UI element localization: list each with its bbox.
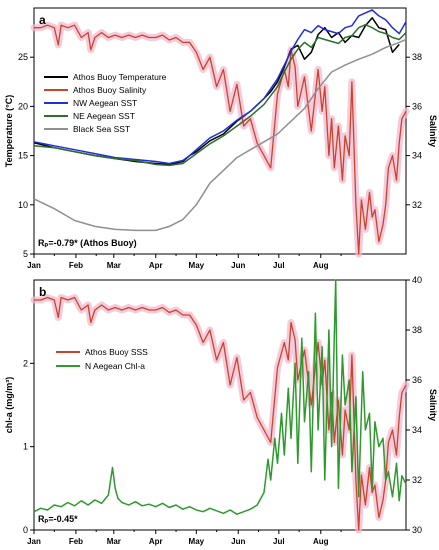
panel-b-month-label-jan: Jan [27, 537, 41, 546]
panel-a-month-label-apr: Apr [149, 261, 163, 270]
panel-b-legend: Athos Buoy SSS N Aegean Chl-a [56, 347, 148, 371]
panel-b-right-tick-label-36: 36 [412, 375, 422, 385]
panel-a-month-label-jun: Jun [231, 261, 245, 270]
panel-b-correlation-annotation: Rₚ=-0.45* [38, 514, 78, 524]
panel-b-month-label-apr: Apr [149, 537, 163, 546]
panel-a-right-tick-label-32: 32 [412, 200, 422, 210]
legend-label-chla: N Aegean Chl-a [85, 361, 145, 371]
panel-a-tick-group: 5 10 15 20 25 32 34 36 38 Jan Feb Mar Apr May Jun Jul Au… [18, 52, 422, 270]
panel-a-legend: Athos Buoy Temperature Athos Buoy Salini… [44, 72, 167, 134]
panel-a-month-label-feb: Feb [69, 261, 83, 270]
panel-a-left-tick-label-10: 10 [18, 200, 28, 210]
panel-a-plot-area [33, 7, 407, 255]
panel-a-right-tick-label-38: 38 [412, 52, 422, 62]
panel-a-left-tick-label-25: 25 [18, 52, 28, 62]
panel-a-right-tick-label-34: 34 [412, 151, 422, 161]
panel-b-left-tick-label-1: 1 [23, 442, 28, 452]
panel-b-left-tick-label-0: 0 [23, 525, 28, 535]
panel-a-left-tick-label-20: 20 [18, 101, 28, 111]
panel-a-left-axis-title: Temperature (°C) [4, 95, 14, 167]
panel-b-right-tick-label-38: 38 [412, 325, 422, 335]
panel-a-right-tick-label-36: 36 [412, 101, 422, 111]
legend-label-athos-temp: Athos Buoy Temperature [73, 72, 167, 82]
panel-b-month-label-jul: Jul [273, 537, 285, 546]
panel-a-series-line-athos-buoy-salinity [34, 24, 407, 255]
legend-label-black-sea: Black Sea SST [73, 124, 130, 134]
legend-label-athos-sss: Athos Buoy SSS [85, 347, 148, 357]
panel-b-right-tick-label-32: 32 [412, 475, 422, 485]
panel-b-series-line-n-aegean-chl-a [33, 279, 407, 515]
panel-b-letter: b [39, 285, 46, 299]
panel-a-series-line-ne-aegean-sst [33, 23, 407, 167]
panel-a-left-tick-label-5: 5 [23, 249, 28, 259]
panel-a-series-group [30, 9, 410, 258]
panel-b-month-label-may: May [189, 537, 205, 546]
panel-b-series-group [30, 279, 410, 534]
legend-label-nw-aegean: NW Aegean SST [73, 98, 137, 108]
panel-b-month-label-aug: Aug [313, 537, 329, 546]
legend-label-athos-salinity: Athos Buoy Salinity [73, 85, 147, 95]
panel-a-month-label-mar: Mar [107, 261, 121, 270]
panel-a: 5 10 15 20 25 32 34 36 38 Jan Feb Mar Apr May Jun Jul Au… [4, 7, 438, 270]
panel-b-series-line-athos-buoy-sss [34, 296, 407, 531]
panel-a-left-tick-label-15: 15 [18, 151, 28, 161]
panel-b-plot-area [33, 279, 407, 531]
panel-b-month-label-jun: Jun [231, 537, 245, 546]
panel-b-right-tick-label-40: 40 [412, 275, 422, 285]
panel-a-correlation-annotation: Rₚ=-0.79* (Athos Buoy) [38, 238, 137, 248]
panel-b-tick-group: 0 1 2 30 32 34 36 38 40 Jan Feb Mar Apr May Jun Jul Aug [23, 275, 422, 546]
panel-a-letter: a [39, 13, 46, 27]
panel-b-left-axis-title: chl-a (mg/m³) [4, 377, 14, 434]
panel-b-left-tick-label-2: 2 [23, 358, 28, 368]
panel-b-right-axis-title: Salinity [428, 389, 438, 421]
panel-a-month-label-aug: Aug [313, 261, 329, 270]
legend-label-ne-aegean: NE Aegean SST [73, 111, 135, 121]
panel-a-month-label-jul: Jul [273, 261, 285, 270]
panel-b-right-tick-label-34: 34 [412, 425, 422, 435]
panel-b-month-label-feb: Feb [69, 537, 83, 546]
panel-b-month-label-mar: Mar [107, 537, 121, 546]
panel-a-series-line-nw-aegean-sst [33, 9, 407, 165]
panel-a-month-label-jan: Jan [27, 261, 41, 270]
panel-a-right-axis-title: Salinity [428, 115, 438, 147]
panel-a-month-label-may: May [189, 261, 205, 270]
panel-a-series-line-black-sea-sst [33, 38, 407, 232]
panel-b-right-tick-label-30: 30 [412, 525, 422, 535]
